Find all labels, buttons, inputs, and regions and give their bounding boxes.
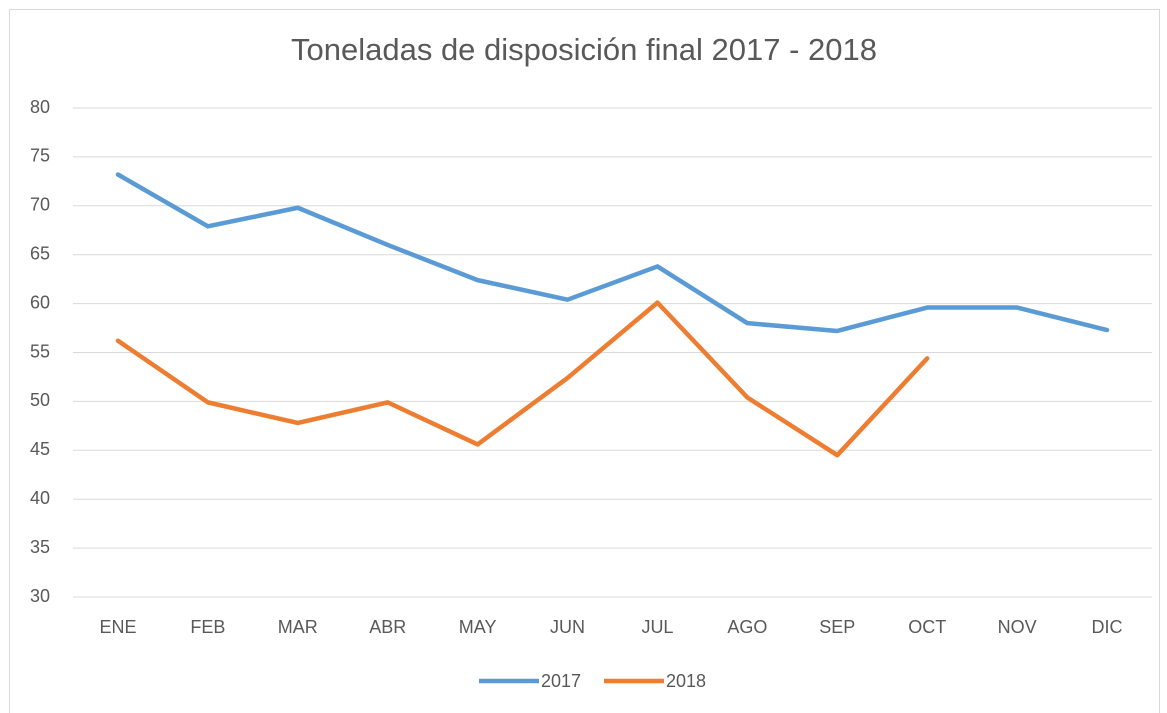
- y-tick-label: 55: [30, 341, 50, 361]
- x-tick-label: SEP: [819, 617, 855, 637]
- x-tick-label: FEB: [190, 617, 225, 637]
- y-tick-label: 65: [30, 243, 50, 263]
- y-tick-label: 30: [30, 586, 50, 606]
- y-tick-label: 40: [30, 488, 50, 508]
- legend-label: 2018: [666, 671, 706, 691]
- line-series: [115, 300, 930, 458]
- x-tick-label: ABR: [369, 617, 406, 637]
- x-tick-label: OCT: [908, 617, 946, 637]
- x-tick-label: JUL: [641, 617, 673, 637]
- x-tick-label: DIC: [1092, 617, 1123, 637]
- y-tick-label: 60: [30, 292, 50, 312]
- x-tick-label: MAY: [459, 617, 497, 637]
- legend-label: 2017: [541, 671, 581, 691]
- x-tick-label: JUN: [550, 617, 585, 637]
- y-tick-label: 45: [30, 439, 50, 459]
- x-tick-label: ENE: [99, 617, 136, 637]
- chart-title: Toneladas de disposición final 2017 - 20…: [291, 32, 877, 67]
- y-tick-label: 35: [30, 537, 50, 557]
- x-tick-label: MAR: [278, 617, 318, 637]
- y-tick-label: 70: [30, 195, 50, 215]
- y-tick-label: 75: [30, 146, 50, 166]
- y-tick-label: 50: [30, 390, 50, 410]
- x-tick-label: AGO: [727, 617, 767, 637]
- y-tick-label: 80: [30, 97, 50, 117]
- line-series: [115, 172, 1110, 334]
- x-tick-label: NOV: [998, 617, 1037, 637]
